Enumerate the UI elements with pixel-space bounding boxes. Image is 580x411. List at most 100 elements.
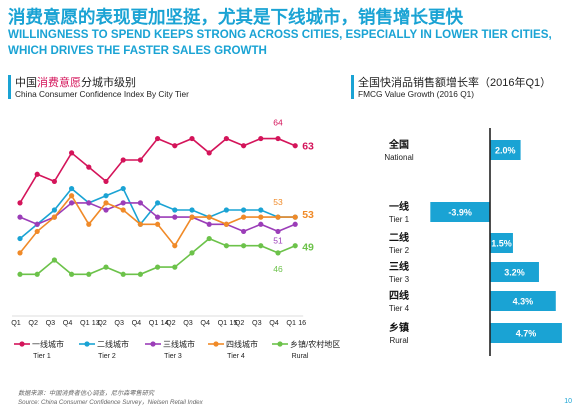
- x-tick-label: Q2: [235, 318, 245, 327]
- series-4-point: [86, 221, 92, 227]
- series-1-point: [51, 178, 58, 185]
- legend-swatch-dot: [19, 341, 25, 347]
- series-2-point: [223, 207, 229, 213]
- x-tick-label: Q3: [252, 318, 262, 327]
- series-1-point: [292, 143, 298, 149]
- series-4-point: [189, 214, 195, 220]
- series-1-point: [172, 143, 178, 149]
- x-tick-label: Q3: [183, 318, 193, 327]
- series-4-point: [155, 221, 161, 227]
- series-5-point: [155, 264, 161, 270]
- x-year-label: 14: [161, 318, 169, 327]
- legend-label-en: Rural: [292, 353, 309, 360]
- bar-category-en: Tier 2: [389, 246, 410, 255]
- series-4-point: [137, 221, 143, 227]
- bar-category-en: Tier 3: [389, 275, 410, 284]
- legend-label-en: Tier 1: [33, 353, 51, 360]
- bar-value-label: 2.0%: [495, 146, 516, 156]
- x-tick-label: Q3: [46, 318, 56, 327]
- line-chart: 63 53 49 64 53 51 46 Q1 Q2 Q3 Q4 Q1 Q2 Q3 Q4 Q1 Q2 Q3 Q4 Q…: [11, 118, 340, 360]
- right-section-title: 全国快消品销售额增长率（2016年Q1）: [358, 77, 552, 89]
- series-5-point: [120, 271, 126, 277]
- series-5-point: [223, 243, 229, 249]
- bar-category-cn: 三线: [389, 260, 409, 273]
- series-5-point: [34, 271, 40, 277]
- series-4-point: [120, 207, 126, 213]
- series-2-point: [155, 200, 161, 206]
- bar-3: [490, 233, 513, 253]
- series-3-point: [69, 200, 75, 206]
- legend-label-en: Tier 4: [227, 353, 245, 360]
- x-tick-label: Q4: [269, 318, 279, 327]
- series-3-point: [137, 200, 143, 206]
- x-tick-label: Q1: [286, 318, 296, 327]
- bar-category-en: National: [384, 153, 414, 162]
- series-2-point: [69, 185, 75, 192]
- bar-6: [490, 323, 562, 343]
- bar-2: [430, 202, 490, 222]
- series-3-point: [103, 207, 109, 213]
- series-5-point: [258, 243, 264, 249]
- x-tick-label: Q1: [149, 318, 159, 327]
- source-cn: 数据来源：中国消费者信心调查，尼尔森零售研究: [18, 390, 155, 397]
- bar-value-label: -3.9%: [448, 208, 472, 218]
- series-4-point: [258, 214, 264, 220]
- series-4-point: [34, 228, 40, 235]
- legend-swatch-dot: [277, 341, 283, 347]
- x-tick-label: Q2: [28, 318, 38, 327]
- series-4-point: [241, 214, 247, 220]
- end-label: 53: [302, 209, 314, 221]
- series-1-point: [206, 150, 212, 156]
- x-tick-label: Q1: [218, 318, 228, 327]
- page-number: 10: [564, 398, 572, 405]
- x-year-label: 15: [229, 318, 237, 327]
- source-en: Source: China Consumer Confidence Survey…: [18, 399, 203, 406]
- series-1-point: [86, 164, 92, 170]
- bar-category-cn: 乡镇: [389, 321, 409, 334]
- series-3-point: [275, 228, 281, 235]
- bar-category-en: Rural: [389, 336, 408, 345]
- series-3-point: [86, 200, 92, 206]
- left-title-highlight: 消费意愿: [37, 77, 81, 89]
- series-4-point: [172, 243, 178, 249]
- x-tick-label: Q2: [97, 318, 107, 327]
- series-3-point: [155, 214, 161, 220]
- series-4-point: [292, 214, 298, 220]
- left-section-subtitle: China Consumer Confidence Index By City …: [15, 89, 189, 99]
- right-section-marker: [351, 75, 354, 99]
- series-5-point: [86, 271, 92, 277]
- series-3-point: [206, 221, 212, 227]
- series-1-point: [103, 178, 109, 185]
- bar-1: [490, 140, 521, 160]
- series-3-point: [258, 221, 264, 227]
- bar-value-label: 4.3%: [513, 297, 534, 307]
- series-1-point: [241, 143, 247, 149]
- series-1-point: [155, 135, 161, 142]
- series-2-point: [103, 193, 109, 199]
- bar-value-label: 4.7%: [516, 329, 537, 339]
- legend-label-en: Tier 2: [98, 353, 116, 360]
- series-5-point: [137, 271, 143, 277]
- series-5-point: [275, 250, 281, 256]
- series-5-point: [17, 271, 23, 277]
- series-5-point: [292, 243, 298, 249]
- series-2-point: [172, 207, 178, 213]
- x-year-label: 13: [92, 318, 100, 327]
- right-section-subtitle: FMCG Value Growth (2016 Q1): [358, 89, 475, 99]
- series-3-point: [17, 214, 23, 220]
- series-5-point: [51, 257, 58, 263]
- series-5-point: [206, 235, 212, 242]
- legend-label: 一线城市: [32, 339, 64, 349]
- series-4-point: [223, 221, 229, 227]
- bar-value-label: 1.5%: [491, 239, 512, 249]
- left-title-part1: 中国: [15, 77, 37, 89]
- series-4-point: [69, 193, 75, 199]
- series-1-point: [137, 157, 143, 163]
- x-tick-label: Q3: [114, 318, 124, 327]
- series-line-2: [19, 187, 296, 240]
- series-3-point: [34, 221, 40, 227]
- end-label: 63: [302, 141, 314, 153]
- series-1-point: [17, 200, 23, 206]
- legend-swatch-dot: [84, 341, 90, 347]
